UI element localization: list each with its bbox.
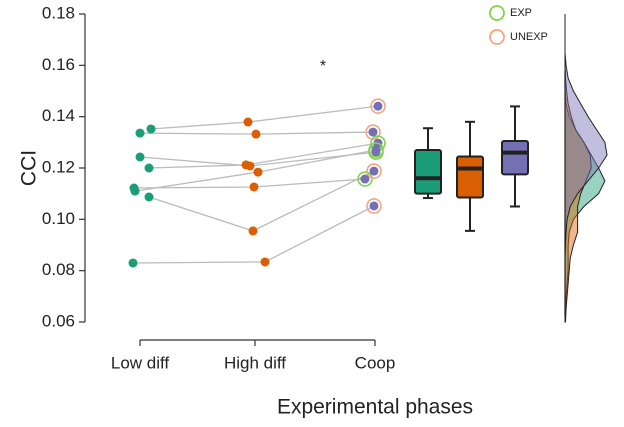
- group-ring: [366, 163, 382, 179]
- point: [371, 145, 381, 155]
- y-tick-label: 0.06: [42, 311, 75, 330]
- point: [360, 174, 370, 184]
- group-ring: [357, 171, 373, 187]
- group-ring: [366, 198, 382, 214]
- point: [249, 182, 259, 192]
- group-ring: [370, 98, 386, 114]
- point: [251, 129, 261, 139]
- subject-line: [139, 151, 377, 167]
- point: [260, 257, 270, 267]
- group-ring: [368, 142, 384, 158]
- legend-marker: [489, 29, 505, 45]
- point: [369, 201, 379, 211]
- y-tick-label: 0.16: [42, 55, 75, 74]
- y-axis-label: CCI: [18, 150, 41, 186]
- y-tick-label: 0.18: [42, 3, 75, 22]
- x-tick-label: Low diff: [111, 353, 170, 372]
- point: [135, 152, 145, 162]
- point: [243, 117, 253, 127]
- y-tick-label: 0.12: [42, 157, 75, 176]
- point: [253, 167, 263, 177]
- y-tick-label: 0.14: [42, 106, 75, 125]
- legend-label: EXP: [510, 7, 532, 19]
- density: [564, 14, 608, 322]
- annotation: *: [320, 58, 326, 75]
- point: [248, 226, 258, 236]
- point: [241, 160, 251, 170]
- point: [130, 186, 140, 196]
- box: [414, 149, 442, 195]
- box: [456, 155, 484, 199]
- box: [501, 140, 529, 176]
- subject-line: [148, 170, 375, 232]
- point: [128, 258, 138, 268]
- point: [144, 192, 154, 202]
- point: [368, 127, 378, 137]
- x-tick-label: Coop: [355, 353, 396, 372]
- y-tick-label: 0.10: [42, 209, 75, 228]
- point: [146, 124, 156, 134]
- point: [135, 128, 145, 138]
- subject-line: [133, 178, 366, 189]
- point: [373, 101, 383, 111]
- point: [144, 163, 154, 173]
- x-axis-label: Experimental phases: [277, 396, 473, 419]
- y-tick-label: 0.08: [42, 260, 75, 279]
- legend-label: UNEXP: [510, 31, 548, 43]
- point: [369, 166, 379, 176]
- subject-line: [150, 105, 379, 130]
- legend-marker: [489, 5, 505, 21]
- x-tick-label: High diff: [224, 353, 286, 372]
